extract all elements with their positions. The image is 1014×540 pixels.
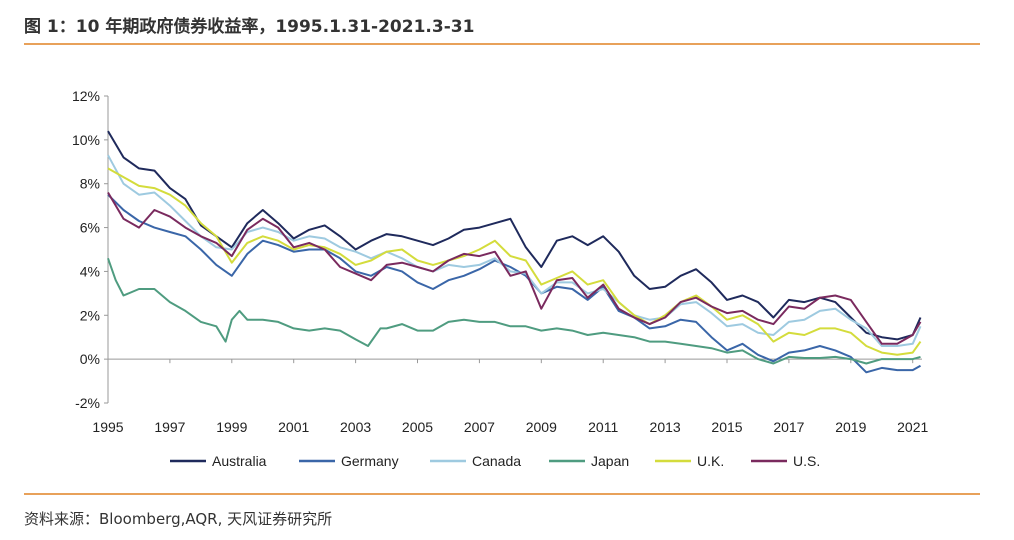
x-tick-label: 2007 — [464, 419, 495, 435]
series-line-germany — [107, 193, 921, 374]
x-tick-label: 1999 — [216, 419, 247, 435]
y-tick-label: 8% — [80, 176, 100, 192]
x-tick-label: 2009 — [526, 419, 557, 435]
legend-label-japan: Japan — [591, 453, 629, 469]
x-tick-label: 2015 — [711, 419, 742, 435]
bottom-divider — [24, 493, 980, 495]
x-axis: 1995 1997 1999 2001 2003 2005 2007 2009 2011 2013… — [92, 358, 928, 435]
source-note: 资料来源：Bloomberg,AQR, 天风证券研究所 — [24, 510, 333, 528]
top-divider — [24, 43, 980, 45]
x-tick-label: 2019 — [835, 419, 866, 435]
legend: Australia Germany Canada Japan U.K. U.S. — [170, 453, 820, 469]
x-tick-label: 2017 — [773, 419, 804, 435]
legend-label-u-k: U.K. — [697, 453, 724, 469]
y-axis: -2% 0% 2% 4% 6% 8% 10% 12% — [72, 88, 109, 411]
x-tick-label: 1995 — [92, 419, 123, 435]
x-tick-label: 2005 — [402, 419, 433, 435]
y-tick-label: 10% — [72, 132, 100, 148]
series-line-u-s — [107, 191, 922, 345]
x-tick-label: 2003 — [340, 419, 371, 435]
series-line-australia — [107, 130, 922, 341]
y-tick-label: 2% — [80, 307, 100, 323]
legend-label-u-s: U.S. — [793, 453, 820, 469]
legend-label-canada: Canada — [472, 453, 521, 469]
x-tick-label: 2013 — [650, 419, 681, 435]
y-tick-label: 4% — [80, 263, 100, 279]
x-tick-label: 2021 — [897, 419, 928, 435]
y-tick-label: -2% — [75, 395, 100, 411]
x-tick-label: 1997 — [154, 419, 185, 435]
y-tick-label: 12% — [72, 88, 100, 104]
page-title: 图 1：10 年期政府债券收益率，1995.1.31-2021.3-31 — [24, 17, 475, 37]
series-line-japan — [107, 257, 921, 365]
series-lines — [107, 130, 922, 374]
x-tick-label: 2001 — [278, 419, 309, 435]
legend-label-australia: Australia — [212, 453, 267, 469]
legend-label-germany: Germany — [341, 453, 399, 469]
y-tick-label: 6% — [80, 220, 100, 236]
y-tick-label: 0% — [80, 351, 100, 367]
x-tick-label: 2011 — [588, 419, 618, 435]
series-line-canada — [107, 154, 922, 347]
series-line-u-k — [107, 167, 922, 356]
